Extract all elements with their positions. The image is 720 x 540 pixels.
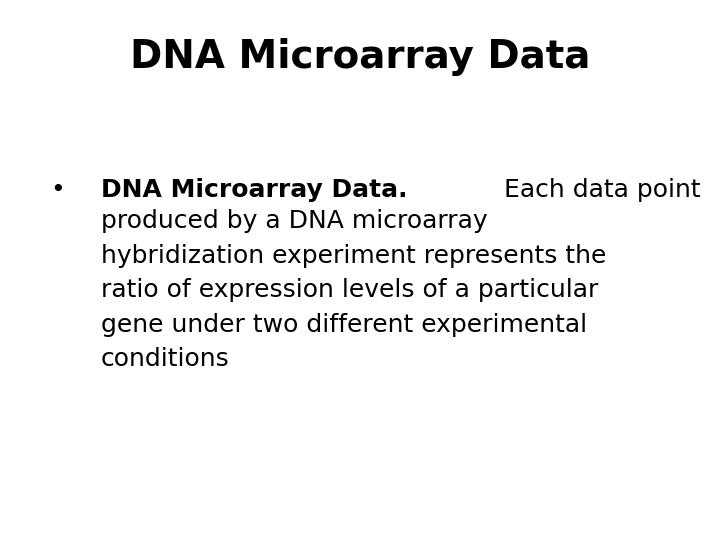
Text: Each data point: Each data point xyxy=(496,178,701,202)
Text: DNA Microarray Data: DNA Microarray Data xyxy=(130,38,590,76)
Text: •: • xyxy=(50,178,65,202)
Text: produced by a DNA microarray
hybridization experiment represents the
ratio of ex: produced by a DNA microarray hybridizati… xyxy=(101,210,606,371)
Text: DNA Microarray Data.: DNA Microarray Data. xyxy=(101,178,408,202)
